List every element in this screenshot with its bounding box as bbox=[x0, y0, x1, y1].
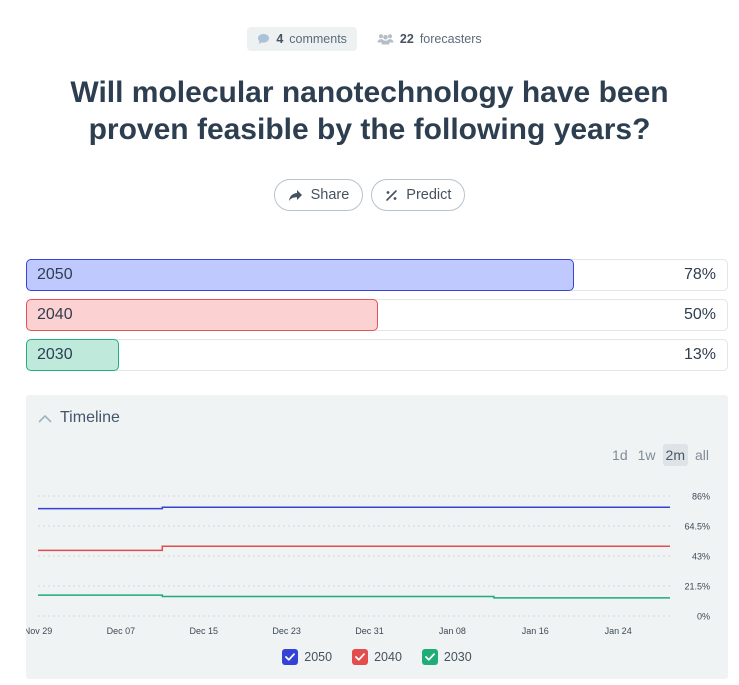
x-tick-label: Jan 08 bbox=[439, 626, 466, 636]
forecasters-chip: 22 forecasters bbox=[367, 27, 492, 51]
option-bar-fill bbox=[26, 339, 119, 371]
timeline-toggle[interactable]: Timeline bbox=[38, 409, 120, 427]
y-tick-label: 64.5% bbox=[684, 522, 710, 532]
predict-button[interactable]: Predict bbox=[371, 179, 466, 211]
option-label: 2050 bbox=[37, 266, 73, 283]
y-tick-label: 21.5% bbox=[684, 582, 710, 592]
option-row-2040[interactable]: 2040 50% bbox=[26, 299, 728, 331]
question-actions: Share Predict bbox=[0, 179, 739, 211]
legend-label: 2040 bbox=[374, 650, 402, 664]
forecasters-count: 22 bbox=[399, 32, 414, 46]
question-meta: 4 comments 22 forecasters bbox=[0, 27, 739, 51]
share-icon bbox=[288, 189, 302, 201]
question-title: Will molecular nanotechnology have been … bbox=[70, 76, 669, 146]
comments-count: 4 bbox=[276, 32, 284, 46]
range-1d[interactable]: 1d bbox=[612, 447, 628, 463]
x-tick-label: Dec 15 bbox=[190, 626, 219, 636]
legend-label: 2030 bbox=[443, 650, 472, 664]
x-tick-label: Jan 16 bbox=[522, 626, 549, 636]
option-row-2030[interactable]: 2030 13% bbox=[26, 339, 728, 371]
series-line-2030 bbox=[38, 594, 670, 599]
chart-legend: 2050 2040 2030 bbox=[26, 649, 728, 665]
x-tick-label: Nov 29 bbox=[26, 626, 52, 636]
timeline-heading: Timeline bbox=[60, 409, 120, 426]
checkbox-checked-icon bbox=[282, 649, 299, 665]
option-row-2050[interactable]: 2050 78% bbox=[26, 259, 728, 291]
legend-item-2040[interactable]: 2040 bbox=[352, 649, 402, 665]
forecasters-label: forecasters bbox=[419, 32, 482, 46]
range-1w[interactable]: 1w bbox=[637, 447, 656, 463]
y-tick-label: 86% bbox=[692, 492, 710, 502]
comments-label: comments bbox=[289, 32, 347, 46]
range-all[interactable]: all bbox=[694, 447, 709, 463]
option-value: 78% bbox=[683, 266, 716, 283]
option-label: 2040 bbox=[37, 306, 73, 323]
checkbox-checked-icon bbox=[421, 649, 438, 665]
x-tick-label: Dec 07 bbox=[107, 626, 136, 636]
range-2m[interactable]: 2m bbox=[662, 444, 688, 466]
percent-icon bbox=[386, 189, 398, 201]
users-icon bbox=[377, 34, 394, 45]
option-label: 2030 bbox=[37, 346, 73, 363]
timeline-chart: 86% 64.5% 43% 21.5% 0% Nov 29 Dec 07 Dec 15 Dec… bbox=[26, 492, 710, 637]
option-bar-fill bbox=[26, 299, 378, 331]
timeline-panel: Timeline 1d 1w 2m all 86% 64.5% 43% 21.5% 0%… bbox=[26, 395, 728, 679]
option-value: 50% bbox=[683, 306, 716, 323]
series-line-2040 bbox=[38, 545, 670, 552]
y-tick-label: 43% bbox=[692, 552, 710, 562]
option-bars: 2050 78% 2040 50% 2030 13% bbox=[26, 259, 728, 379]
legend-label: 2050 bbox=[304, 650, 333, 664]
share-label: Share bbox=[310, 187, 350, 203]
option-value: 13% bbox=[683, 346, 716, 363]
legend-item-2030[interactable]: 2030 bbox=[421, 649, 472, 665]
comment-icon bbox=[258, 34, 270, 44]
share-button[interactable]: Share bbox=[273, 179, 364, 211]
x-tick-label: Dec 31 bbox=[355, 626, 384, 636]
y-tick-label: 0% bbox=[697, 612, 710, 622]
x-tick-label: Dec 23 bbox=[272, 626, 301, 636]
series-line-2050 bbox=[38, 506, 670, 510]
checkbox-checked-icon bbox=[352, 649, 369, 665]
option-bar-fill bbox=[26, 259, 574, 291]
legend-item-2050[interactable]: 2050 bbox=[282, 649, 332, 665]
comments-chip[interactable]: 4 comments bbox=[247, 27, 357, 51]
range-selector: 1d 1w 2m all bbox=[609, 444, 712, 466]
chevron-up-icon bbox=[38, 414, 52, 422]
x-tick-label: Jan 24 bbox=[605, 626, 632, 636]
predict-label: Predict bbox=[406, 187, 452, 203]
